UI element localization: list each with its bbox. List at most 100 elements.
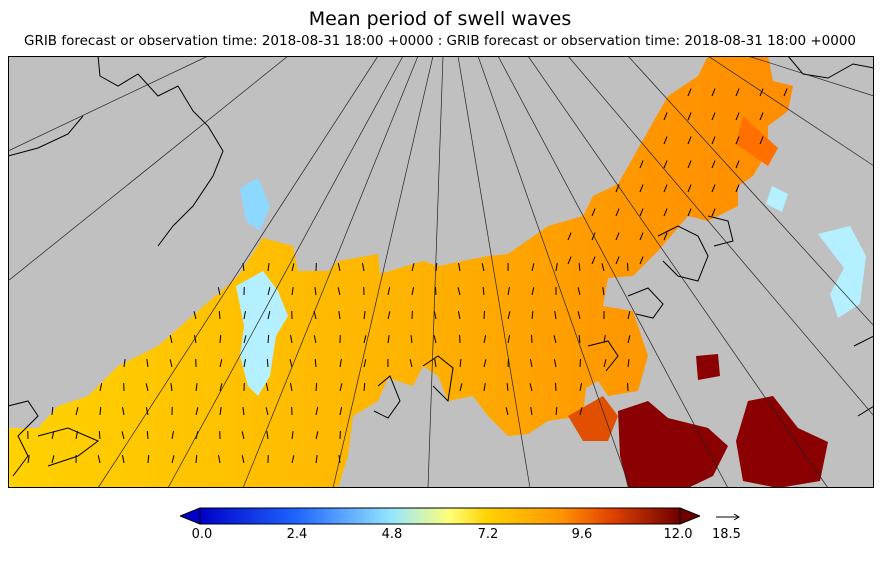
swell-arrow — [267, 287, 271, 296]
swell-arrow — [663, 232, 668, 241]
swell-period-map — [8, 56, 874, 488]
swell-arrow — [315, 382, 318, 392]
swell-arrow — [51, 431, 55, 440]
swell-arrow — [627, 262, 629, 272]
swell-arrow — [339, 359, 342, 368]
swell-arrow — [75, 431, 78, 440]
swell-arrow — [313, 311, 317, 320]
swell-arrow — [267, 334, 270, 344]
swell-arrow — [194, 335, 197, 344]
swell-arrow — [457, 311, 461, 320]
colorbar-gradient — [199, 507, 681, 525]
colorbar-over-arrow — [679, 507, 700, 525]
swell-arrow — [554, 311, 557, 320]
swell-arrow — [687, 184, 692, 193]
reference-arrow-value: 18.5 — [712, 527, 741, 542]
swell-arrow — [122, 407, 125, 416]
swell-arrow — [459, 383, 463, 392]
swell-arrow — [362, 263, 365, 272]
swell-arrow — [639, 208, 644, 217]
ocean-field — [8, 56, 866, 488]
swell-arrow — [555, 407, 558, 416]
swell-arrow — [615, 256, 620, 265]
swell-arrow — [146, 430, 149, 440]
swell-arrow — [615, 208, 620, 217]
swell-arrow — [146, 359, 149, 368]
swell-arrow — [553, 359, 557, 368]
swell-arrow — [147, 454, 150, 464]
swell-arrow — [505, 407, 509, 416]
swell-arrow — [219, 334, 222, 344]
swell-arrow — [507, 335, 511, 344]
colorbar-tick-label: 4.8 — [381, 527, 403, 542]
swell-arrow — [243, 311, 246, 320]
swell-arrow — [615, 184, 620, 193]
swell-arrow — [591, 208, 596, 217]
swell-arrow — [567, 256, 572, 265]
swell-arrow — [170, 383, 173, 392]
swell-arrow — [531, 287, 535, 296]
swell-arrow — [531, 263, 535, 272]
swell-arrow — [783, 88, 788, 97]
swell-arrow — [218, 310, 221, 320]
swell-arrow — [171, 431, 174, 440]
swell-arrow — [627, 335, 631, 344]
swell-arrow — [627, 359, 630, 368]
swell-arrow — [97, 455, 101, 464]
swell-arrow — [687, 88, 692, 97]
swell-arrow — [169, 359, 173, 368]
swell-arrow — [411, 263, 415, 272]
swell-arrow — [99, 406, 102, 416]
swell-arrow — [639, 256, 644, 265]
colorbar-tick-label: 9.6 — [571, 527, 593, 542]
swell-arrow — [99, 383, 103, 392]
swell-arrow — [735, 184, 740, 193]
reference-arrow-icon — [716, 513, 740, 521]
swell-arrow — [483, 310, 485, 320]
swell-arrow — [195, 383, 198, 392]
swell-arrow — [217, 287, 221, 296]
swell-arrow — [265, 407, 269, 416]
colorbar-tick-label: 7.2 — [477, 527, 499, 542]
swell-arrow — [457, 287, 461, 296]
swell-arrow — [27, 455, 30, 464]
colorbar-tick-label: 0.0 — [191, 527, 213, 542]
swell-arrow — [663, 184, 668, 193]
swell-arrow — [529, 383, 533, 392]
swell-arrow — [711, 88, 716, 97]
swell-arrow — [315, 431, 319, 440]
swell-arrow — [639, 160, 644, 169]
colorbar-tick-label: 12.0 — [663, 527, 693, 542]
swell-arrow — [759, 112, 764, 121]
swell-field-long-4 — [568, 396, 618, 441]
swell-arrow — [243, 335, 247, 344]
swell-arrow — [663, 136, 668, 145]
swell-arrow — [218, 455, 221, 464]
swell-arrow — [409, 359, 413, 368]
swell-arrow — [243, 359, 246, 368]
swell-arrow — [531, 311, 534, 320]
swell-arrow — [433, 311, 437, 320]
swell-arrow — [578, 263, 581, 272]
swell-arrow — [169, 335, 173, 344]
swell-arrow — [602, 287, 605, 296]
swell-direction-arrows — [27, 88, 788, 464]
swell-arrow — [735, 160, 740, 169]
swell-arrow — [507, 287, 510, 296]
swell-arrow — [711, 208, 716, 217]
swell-arrow — [711, 160, 716, 169]
swell-field-short-ne2 — [766, 186, 788, 212]
swell-arrow — [433, 335, 437, 344]
swell-arrow — [639, 184, 644, 193]
swell-arrow — [482, 286, 485, 296]
swell-arrow — [121, 431, 125, 440]
swell-arrow — [195, 407, 199, 416]
swell-arrow — [577, 311, 581, 320]
swell-arrow — [123, 359, 126, 368]
swell-arrow — [241, 455, 245, 464]
swell-arrow — [434, 286, 437, 296]
swell-arrow — [145, 407, 149, 416]
swell-arrow — [290, 383, 293, 392]
swell-field-main — [8, 56, 793, 488]
swell-arrow — [627, 311, 631, 320]
